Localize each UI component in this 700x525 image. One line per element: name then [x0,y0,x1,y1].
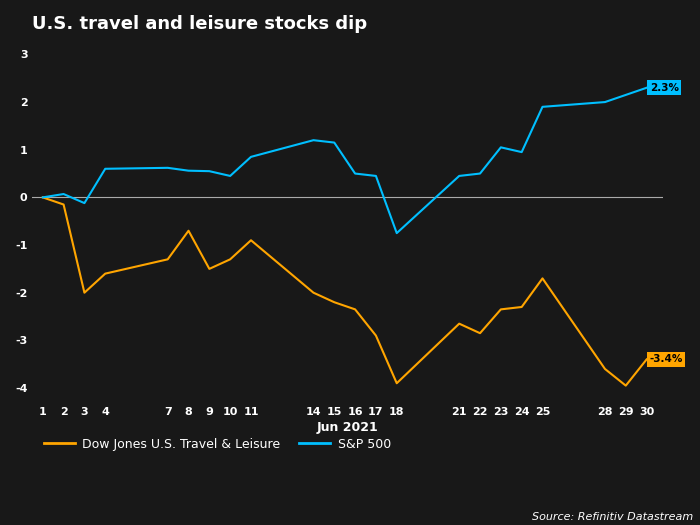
Text: U.S. travel and leisure stocks dip: U.S. travel and leisure stocks dip [32,15,368,33]
S&P 500 [60,191,68,197]
Dow Jones U.S. Travel & Leisure [80,290,89,296]
S&P 500 [393,230,401,236]
S&P 500 [538,103,547,110]
Dow Jones U.S. Travel & Leisure [517,304,526,310]
S&P 500 [330,140,339,146]
Dow Jones U.S. Travel & Leisure [601,366,609,372]
S&P 500 [226,173,234,179]
S&P 500 [101,165,109,172]
Dow Jones U.S. Travel & Leisure [372,332,380,339]
Dow Jones U.S. Travel & Leisure [622,383,630,389]
Text: 2.3%: 2.3% [650,83,679,93]
Dow Jones U.S. Travel & Leisure [247,237,256,244]
S&P 500 [309,137,318,143]
Dow Jones U.S. Travel & Leisure [476,330,484,337]
S&P 500 [497,144,505,151]
Text: -3.4%: -3.4% [650,354,683,364]
Text: Source: Refinitiv Datastream: Source: Refinitiv Datastream [532,512,693,522]
Legend: Dow Jones U.S. Travel & Leisure, S&P 500: Dow Jones U.S. Travel & Leisure, S&P 500 [38,433,396,456]
S&P 500 [622,92,630,98]
Dow Jones U.S. Travel & Leisure [184,227,192,234]
Dow Jones U.S. Travel & Leisure [330,299,339,306]
Dow Jones U.S. Travel & Leisure [351,306,359,312]
Line: Dow Jones U.S. Travel & Leisure: Dow Jones U.S. Travel & Leisure [43,197,647,386]
S&P 500 [643,85,651,91]
Dow Jones U.S. Travel & Leisure [309,290,318,296]
Dow Jones U.S. Travel & Leisure [60,202,68,208]
X-axis label: Jun 2021: Jun 2021 [317,422,379,434]
S&P 500 [455,173,463,179]
S&P 500 [247,154,256,160]
Dow Jones U.S. Travel & Leisure [393,380,401,386]
Dow Jones U.S. Travel & Leisure [205,266,214,272]
Dow Jones U.S. Travel & Leisure [38,194,47,201]
S&P 500 [372,173,380,179]
Dow Jones U.S. Travel & Leisure [164,256,172,262]
Dow Jones U.S. Travel & Leisure [101,270,109,277]
Dow Jones U.S. Travel & Leisure [455,321,463,327]
S&P 500 [351,171,359,177]
Dow Jones U.S. Travel & Leisure [497,306,505,312]
S&P 500 [184,167,192,174]
Dow Jones U.S. Travel & Leisure [226,256,234,262]
S&P 500 [517,149,526,155]
S&P 500 [164,165,172,171]
Dow Jones U.S. Travel & Leisure [643,356,651,363]
Line: S&P 500: S&P 500 [43,88,647,233]
S&P 500 [80,200,89,206]
Dow Jones U.S. Travel & Leisure [538,275,547,281]
S&P 500 [38,194,47,201]
S&P 500 [601,99,609,105]
S&P 500 [205,168,214,174]
S&P 500 [476,171,484,177]
